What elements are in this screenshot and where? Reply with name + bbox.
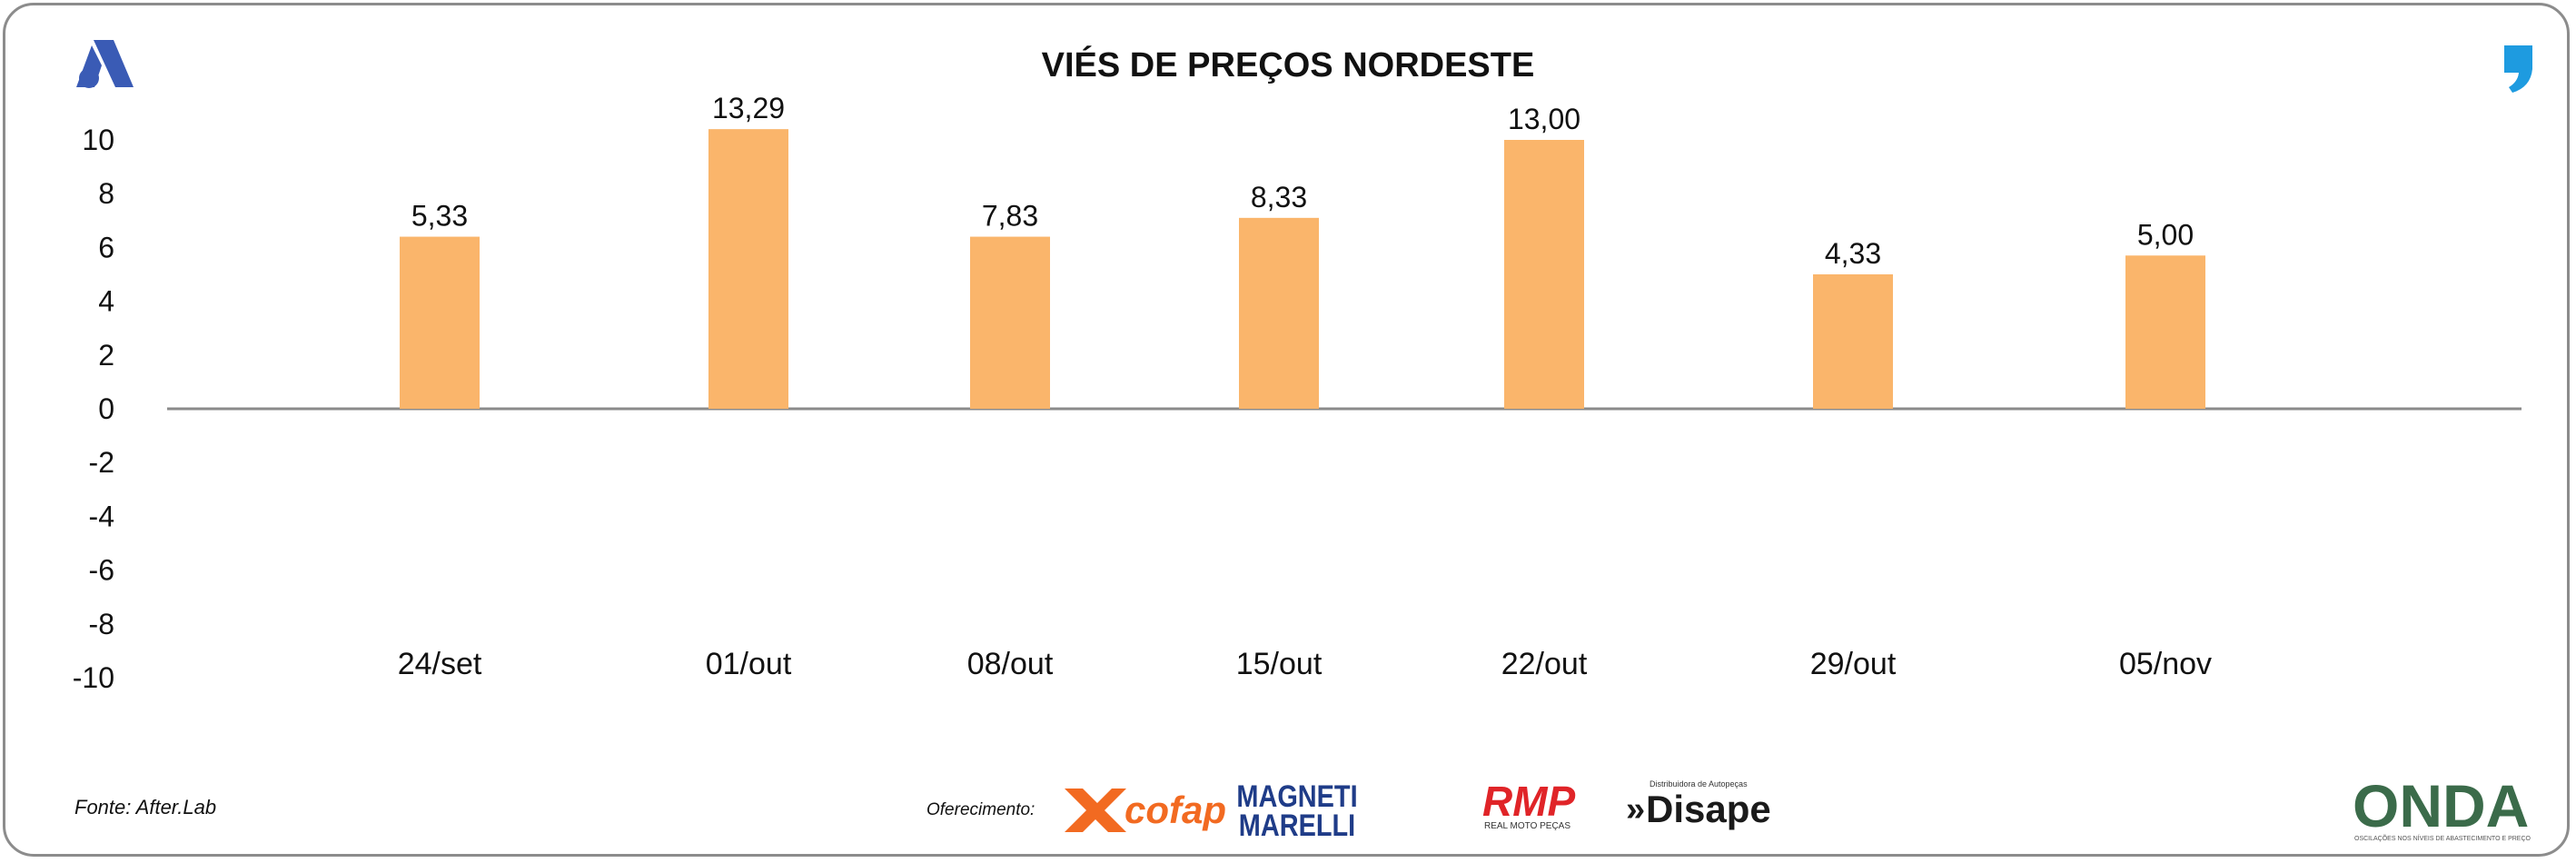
- bar-05-nov: [2125, 255, 2205, 409]
- chart-title: VIÉS DE PREÇOS NORDESTE: [1042, 45, 1535, 84]
- source-note: Fonte: After.Lab: [74, 796, 217, 818]
- x-tick-label: 29/out: [1810, 647, 1897, 681]
- y-tick-label: 6: [98, 231, 114, 263]
- data-label: 13,29: [712, 92, 785, 124]
- bars: [400, 129, 2205, 409]
- disape-text: Disape: [1646, 788, 1771, 830]
- rmp-logo: RMP REAL MOTO PEÇAS: [1482, 778, 1576, 831]
- bar-08-out: [970, 236, 1050, 409]
- cofap-text: cofap: [1125, 789, 1226, 831]
- disape-logo: » Disape Distribuidora de Autopeças: [1626, 779, 1771, 830]
- y-tick-label: 0: [98, 392, 114, 425]
- data-label: 5,33: [411, 200, 468, 233]
- y-tick-label: -10: [73, 661, 114, 694]
- data-label: 13,00: [1508, 103, 1580, 135]
- data-label: 4,33: [1825, 237, 1881, 270]
- y-tick-label: 10: [82, 124, 114, 156]
- bar-15-out: [1239, 217, 1319, 409]
- quote-icon: [2504, 45, 2532, 93]
- y-tick-label: 2: [98, 339, 114, 372]
- x-tick-label: 22/out: [1501, 647, 1588, 681]
- y-tick-label: -8: [89, 608, 114, 640]
- x-axis: 24/set 01/out 08/out 15/out 22/out 29/out 05/n…: [398, 647, 2212, 681]
- cofap-logo: cofap: [1065, 789, 1226, 832]
- afterlab-logo-icon: [76, 40, 134, 88]
- svg-text:MARELLI: MARELLI: [1239, 808, 1355, 843]
- disape-subtext: Distribuidora de Autopeças: [1650, 779, 1748, 789]
- bar-29-out: [1813, 274, 1893, 409]
- y-tick-label: -6: [89, 554, 114, 587]
- onda-text: ONDA: [2353, 772, 2529, 839]
- svg-text:»: »: [1626, 790, 1645, 828]
- x-tick-label: 05/nov: [2119, 647, 2212, 681]
- bar-24-set: [400, 236, 480, 409]
- x-tick-label: 08/out: [967, 647, 1054, 681]
- bar-01-out: [708, 129, 788, 409]
- data-labels: 5,33 13,29 7,83 8,33 13,00 4,33 5,00: [411, 92, 2194, 270]
- y-tick-label: 4: [98, 285, 114, 318]
- svg-text:MAGNETI: MAGNETI: [1236, 779, 1357, 814]
- data-label: 8,33: [1251, 181, 1307, 213]
- rmp-subtext: REAL MOTO PEÇAS: [1484, 821, 1570, 831]
- chart-card: [3, 3, 2570, 857]
- rmp-text: RMP: [1482, 778, 1576, 825]
- y-tick-label: -4: [89, 500, 114, 532]
- data-label: 7,83: [982, 200, 1038, 233]
- y-axis: 10 8 6 4 2 0 -2 -4 -6 -8 -10: [73, 124, 114, 694]
- y-tick-label: -2: [89, 446, 114, 479]
- x-tick-label: 01/out: [706, 647, 792, 681]
- magneti-marelli-logo: MAGNETI MARELLI: [1236, 779, 1357, 843]
- y-tick-label: 8: [98, 177, 114, 210]
- onda-subtext: OSCILAÇÕES NOS NÍVEIS DE ABASTECIMENTO E…: [2354, 834, 2531, 842]
- x-tick-label: 15/out: [1236, 647, 1323, 681]
- x-tick-label: 24/set: [398, 647, 482, 681]
- onda-logo: ONDA OSCILAÇÕES NOS NÍVEIS DE ABASTECIME…: [2353, 772, 2531, 842]
- sponsor-label: Oferecimento:: [926, 800, 1035, 819]
- data-label: 5,00: [2137, 218, 2194, 251]
- bar-22-out: [1504, 140, 1584, 409]
